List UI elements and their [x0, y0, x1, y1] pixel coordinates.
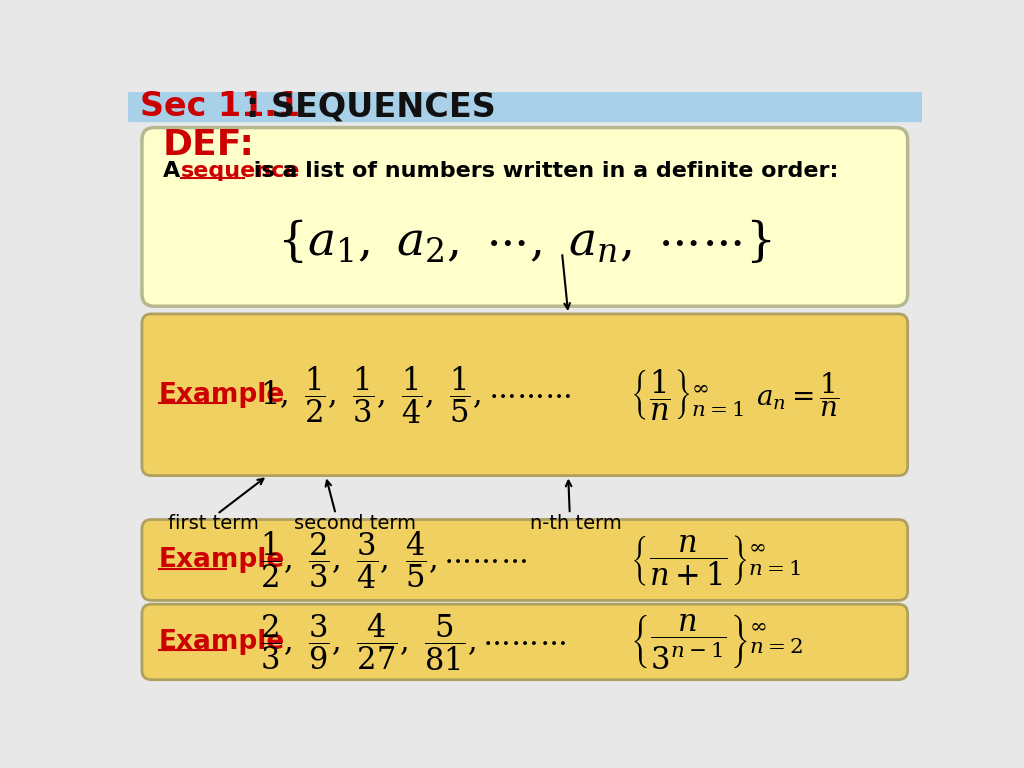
Text: Example: Example: [159, 382, 286, 408]
Bar: [128, 92, 922, 121]
Text: $a_n = \dfrac{1}{n}$: $a_n = \dfrac{1}{n}$: [756, 370, 840, 419]
Text: first term: first term: [168, 514, 259, 533]
Text: sequence: sequence: [180, 161, 300, 181]
Text: is a list of numbers written in a definite order:: is a list of numbers written in a defini…: [246, 161, 839, 181]
Text: $\dfrac{2}{3},\ \dfrac{3}{9},\ \dfrac{4}{27},\ \dfrac{5}{81},\cdots\cdots\cdots$: $\dfrac{2}{3},\ \dfrac{3}{9},\ \dfrac{4}…: [260, 611, 565, 673]
Text: Example: Example: [159, 629, 286, 655]
Text: Example: Example: [159, 548, 286, 574]
Text: $1,\ \dfrac{1}{2},\ \dfrac{1}{3},\ \dfrac{1}{4},\ \dfrac{1}{5},\cdots\cdots\cdot: $1,\ \dfrac{1}{2},\ \dfrac{1}{3},\ \dfra…: [260, 364, 571, 425]
Text: n-th term: n-th term: [530, 514, 622, 533]
Text: Sec 11.1: Sec 11.1: [140, 91, 300, 124]
Text: DEF:: DEF:: [163, 127, 255, 161]
Text: $\left\{a_1,\ a_2,\ \cdots,\ a_n,\ \cdots\cdots\right\}$: $\left\{a_1,\ a_2,\ \cdots,\ a_n,\ \cdot…: [278, 217, 772, 265]
FancyBboxPatch shape: [142, 604, 907, 680]
FancyBboxPatch shape: [142, 314, 907, 475]
Text: $\dfrac{1}{2},\ \dfrac{2}{3},\ \dfrac{3}{4},\ \dfrac{4}{5},\cdots\cdots\cdots$: $\dfrac{1}{2},\ \dfrac{2}{3},\ \dfrac{3}…: [260, 530, 526, 591]
Text: $\left\{\dfrac{1}{n}\right\}_{n=1}^{\infty}$: $\left\{\dfrac{1}{n}\right\}_{n=1}^{\inf…: [630, 367, 744, 422]
Text: $\left\{\dfrac{n}{n+1}\right\}_{n=1}^{\infty}$: $\left\{\dfrac{n}{n+1}\right\}_{n=1}^{\i…: [630, 533, 801, 588]
Text: second term: second term: [294, 514, 416, 533]
Text: : SEQUENCES: : SEQUENCES: [246, 91, 496, 124]
Text: $\left\{\dfrac{n}{3^{n-1}}\right\}_{n=2}^{\infty}$: $\left\{\dfrac{n}{3^{n-1}}\right\}_{n=2}…: [630, 612, 803, 671]
FancyBboxPatch shape: [142, 127, 907, 306]
FancyBboxPatch shape: [142, 519, 907, 601]
Text: A: A: [163, 161, 187, 181]
